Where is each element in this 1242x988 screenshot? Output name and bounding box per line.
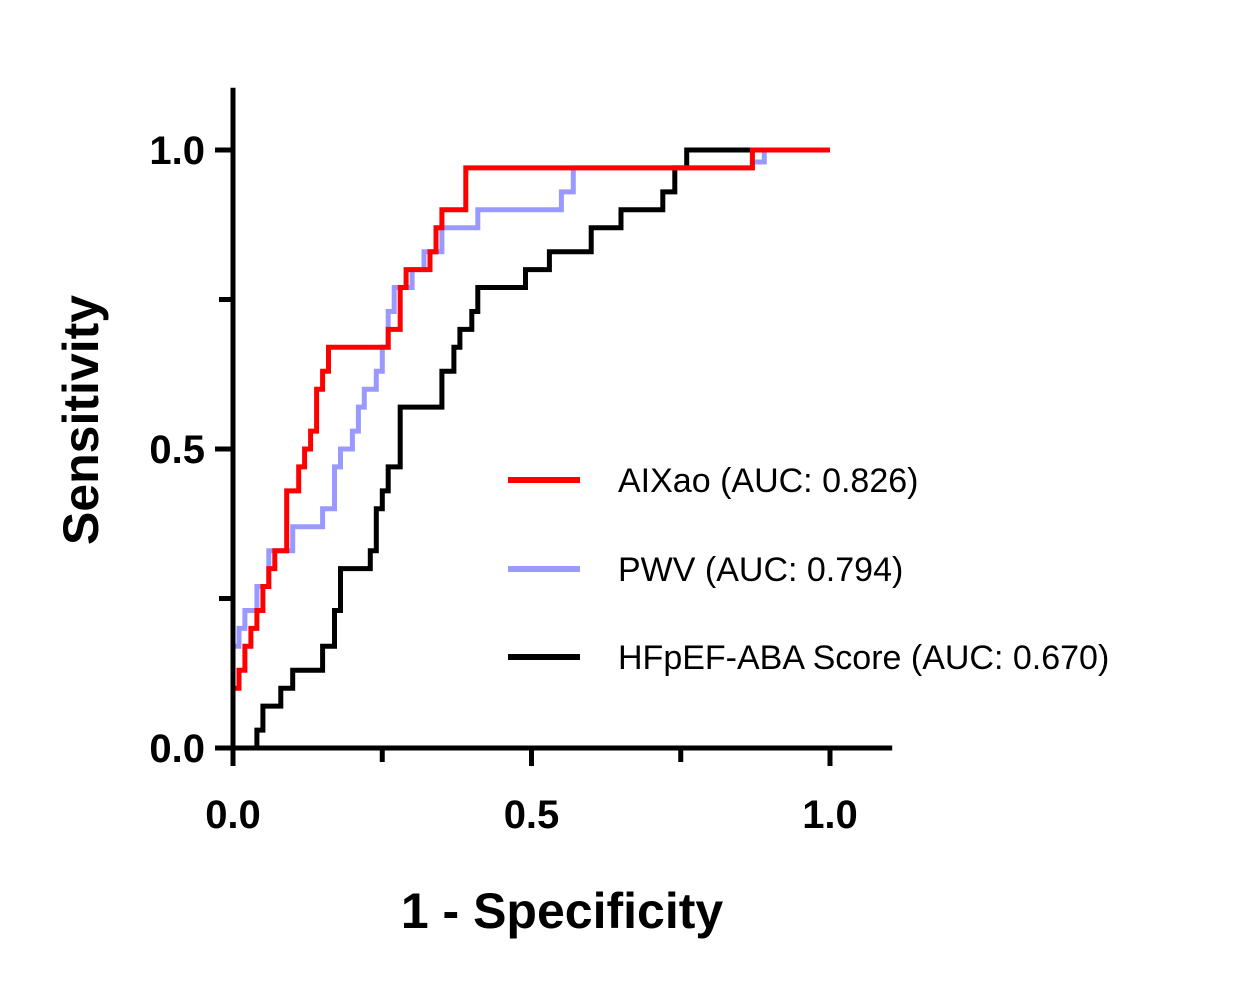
series-line-0 [230, 147, 830, 748]
y-tick-label: 0.0 [149, 727, 205, 771]
y-tick-label: 1.0 [149, 129, 205, 173]
x-axis-title: 1 - Specificity [401, 883, 724, 939]
legend-entry-aixao: AIXao (AUC: 0.826) [618, 462, 918, 500]
y-tick-label: 0.5 [149, 428, 205, 472]
series-line-1 [230, 147, 830, 689]
series-layer [230, 147, 830, 748]
series-line-2 [254, 147, 830, 748]
ticks-layer [215, 147, 833, 766]
x-tick-label: 1.0 [802, 793, 858, 837]
legend-entry-hfpef-aba: HFpEF-ABA Score (AUC: 0.670) [618, 639, 1109, 677]
axes-layer [230, 87, 893, 751]
x-tick-label: 0.0 [205, 793, 261, 837]
y-axis-title: Sensitivity [53, 295, 109, 545]
legend-entry-pwv: PWV (AUC: 0.794) [618, 551, 903, 589]
legend: AIXao (AUC: 0.826) PWV (AUC: 0.794) HFpE… [508, 462, 1109, 677]
x-tick-label: 0.5 [504, 793, 560, 837]
